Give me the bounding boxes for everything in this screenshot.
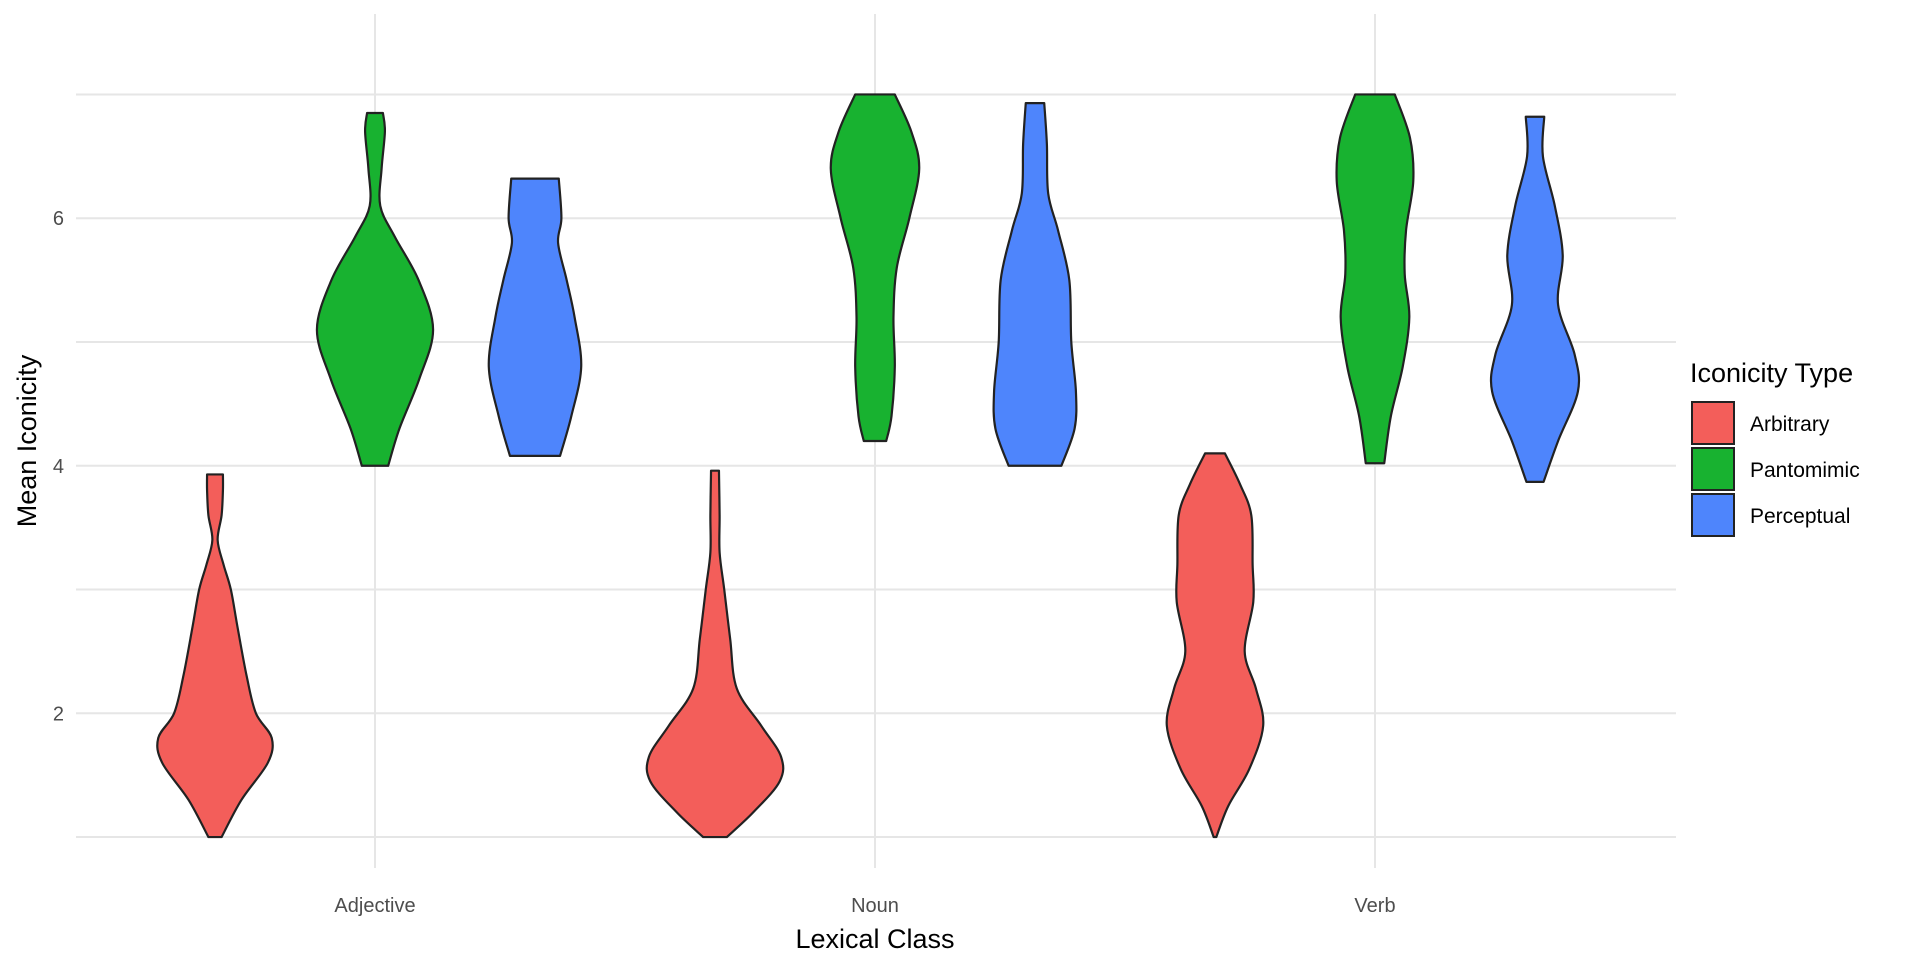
x-tick-label: Adjective [334, 895, 415, 917]
legend-swatch-arbitrary [1691, 401, 1735, 445]
violins [156, 93, 1581, 839]
x-tick-label: Verb [1354, 895, 1395, 917]
violin-pantomimic-noun [829, 93, 921, 443]
y-tick-labels: 2 4 6 [53, 208, 64, 725]
legend-label-pantomimic: Pantomimic [1750, 459, 1860, 482]
x-axis-title: Lexical Class [795, 924, 954, 954]
legend-label-perceptual: Perceptual [1750, 505, 1850, 528]
violin-perceptual-verb [1489, 115, 1581, 483]
legend: Iconicity Type Arbitrary Pantomimic Percep… [1690, 358, 1860, 537]
violin-pantomimic-adjective [315, 111, 435, 467]
legend-swatch-pantomimic [1691, 447, 1735, 491]
violin-arbitrary-verb [1165, 452, 1265, 839]
legend-title: Iconicity Type [1690, 358, 1853, 388]
y-tick-label: 2 [53, 703, 64, 725]
x-tick-label: Noun [851, 895, 899, 917]
x-tick-labels: Adjective Noun Verb [334, 895, 1395, 917]
violin-pantomimic-verb [1335, 93, 1415, 465]
violin-perceptual-adjective [487, 177, 583, 457]
violin-arbitrary-noun [645, 469, 785, 839]
y-tick-label: 6 [53, 208, 64, 230]
y-axis-title: Mean Iconicity [12, 354, 42, 527]
legend-label-arbitrary: Arbitrary [1750, 413, 1830, 436]
y-tick-label: 4 [53, 456, 64, 478]
violin-perceptual-noun [992, 102, 1078, 467]
legend-swatch-perceptual [1691, 493, 1735, 537]
violin-arbitrary-adjective [156, 473, 274, 839]
